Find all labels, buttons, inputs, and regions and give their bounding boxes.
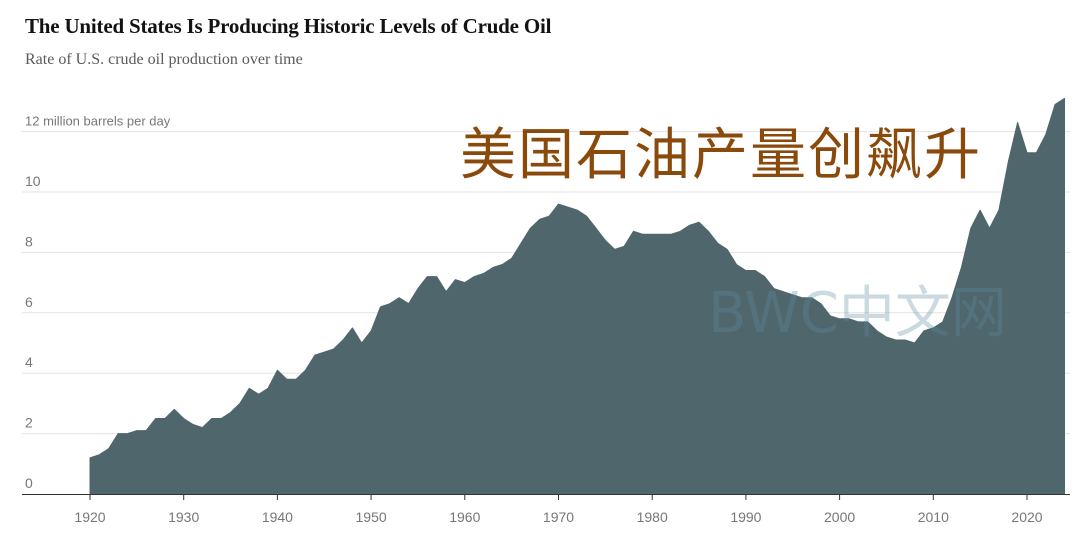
x-tick-label-1940: 1940 [262, 509, 293, 525]
x-tick-label-2000: 2000 [824, 509, 855, 525]
y-tick-label-6: 6 [25, 294, 33, 310]
x-tick-label-2020: 2020 [1011, 509, 1042, 525]
y-tick-label-0: 0 [25, 475, 33, 491]
x-tick-label-1930: 1930 [168, 509, 199, 525]
overlay-caption: 美国石油产量创飙升 [460, 123, 982, 188]
area-series-0 [89, 97, 1065, 495]
y-tick-label-2: 2 [25, 415, 33, 431]
y-tick-label-12: 12 million barrels per day [25, 114, 171, 129]
chart-title: The United States Is Producing Historic … [25, 14, 552, 38]
x-tick-label-1980: 1980 [637, 509, 668, 525]
y-tick-label-8: 8 [25, 233, 33, 249]
chart-subtitle: Rate of U.S. crude oil production over t… [25, 51, 303, 68]
y-tick-label-10: 10 [25, 173, 41, 189]
y-tick-label-4: 4 [25, 354, 33, 370]
x-tick-label-2010: 2010 [918, 509, 949, 525]
x-tick-label-1970: 1970 [543, 509, 574, 525]
x-tick-label-1990: 1990 [730, 509, 761, 525]
x-tick-label-1950: 1950 [356, 509, 387, 525]
watermark: BWC中文网 [708, 281, 1007, 346]
x-tick-label-1960: 1960 [449, 509, 480, 525]
x-tick-label-1920: 1920 [74, 509, 105, 525]
